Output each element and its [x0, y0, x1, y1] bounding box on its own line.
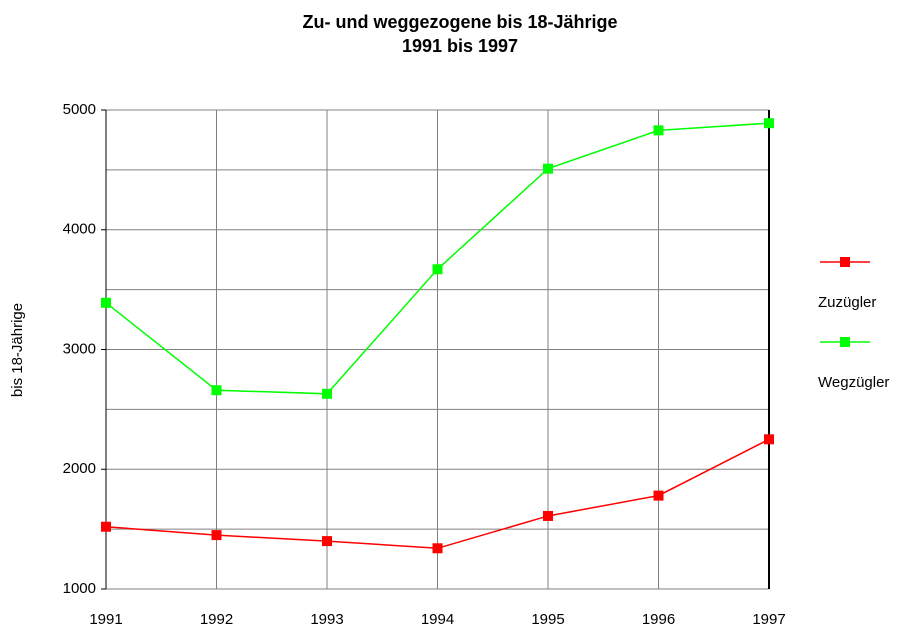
legend-marker — [840, 337, 850, 347]
point-marker — [764, 434, 774, 445]
y-tick-label: 1000 — [63, 580, 96, 597]
legend-label: Zuzügler — [818, 294, 876, 311]
x-tick-label: 1994 — [421, 611, 454, 628]
point-marker — [432, 264, 443, 275]
chart-subtitle: 1991 bis 1997 — [402, 36, 518, 56]
y-axis-label: bis 18-Jährige — [9, 303, 26, 397]
point-marker — [322, 388, 332, 399]
x-tick-label: 1992 — [200, 611, 233, 628]
legend-label: Wegzügler — [818, 374, 889, 391]
point-marker — [543, 163, 553, 174]
point-marker — [101, 521, 111, 532]
x-tick-label: 1993 — [310, 611, 343, 628]
y-tick-label: 5000 — [63, 101, 96, 118]
chart-title: Zu- und weggezogene bis 18-Jährige — [302, 12, 617, 32]
point-marker — [653, 125, 664, 136]
point-marker — [211, 385, 222, 396]
y-tick-label: 4000 — [63, 221, 96, 238]
y-tick-label: 3000 — [63, 340, 96, 357]
point-marker — [101, 297, 111, 308]
x-tick-label: 1997 — [752, 611, 785, 628]
y-tick-label: 2000 — [63, 460, 96, 477]
point-marker — [764, 118, 774, 129]
point-marker — [211, 530, 222, 541]
x-tick-label: 1991 — [89, 611, 122, 628]
x-tick-label: 1996 — [642, 611, 675, 628]
point-marker — [322, 536, 332, 547]
x-tick-label: 1995 — [531, 611, 564, 628]
point-marker — [543, 510, 553, 521]
point-marker — [432, 543, 443, 554]
point-marker — [653, 490, 664, 501]
legend-marker — [840, 257, 850, 267]
